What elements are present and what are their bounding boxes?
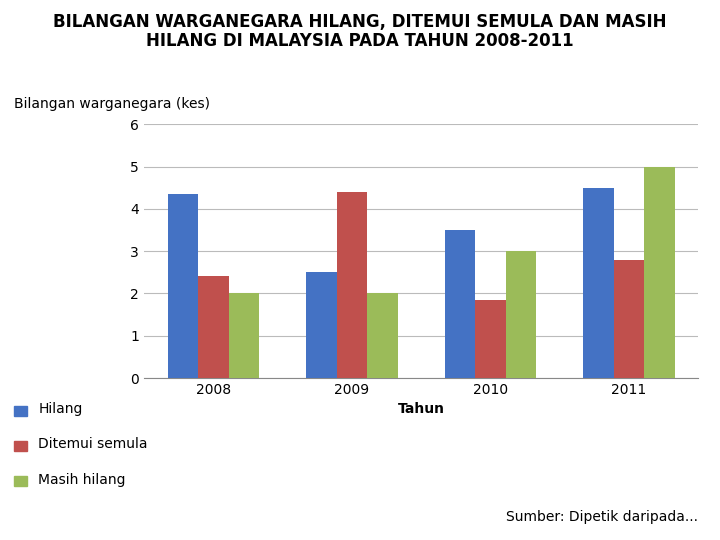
Text: Hilang: Hilang <box>38 402 83 416</box>
Bar <box>228 293 259 378</box>
Bar <box>168 194 198 378</box>
Text: Sumber: Dipetik daripada...: Sumber: Dipetik daripada... <box>506 510 698 524</box>
Bar <box>475 300 505 378</box>
Text: HILANG DI MALAYSIA PADA TAHUN 2008-2011: HILANG DI MALAYSIA PADA TAHUN 2008-2011 <box>146 32 574 50</box>
Bar <box>445 230 475 378</box>
Text: Bilangan warganegara (kes): Bilangan warganegara (kes) <box>14 97 210 111</box>
Bar <box>614 260 644 378</box>
Text: Ditemui semula: Ditemui semula <box>38 437 148 451</box>
Text: Masih hilang: Masih hilang <box>38 472 126 487</box>
X-axis label: Tahun: Tahun <box>397 402 445 416</box>
Bar <box>198 276 228 378</box>
Bar <box>644 166 675 378</box>
Bar <box>367 293 397 378</box>
Text: BILANGAN WARGANEGARA HILANG, DITEMUI SEMULA DAN MASIH: BILANGAN WARGANEGARA HILANG, DITEMUI SEM… <box>53 14 667 31</box>
Bar <box>306 272 337 378</box>
Bar <box>505 251 536 378</box>
Bar <box>583 187 614 378</box>
Bar <box>337 192 367 378</box>
